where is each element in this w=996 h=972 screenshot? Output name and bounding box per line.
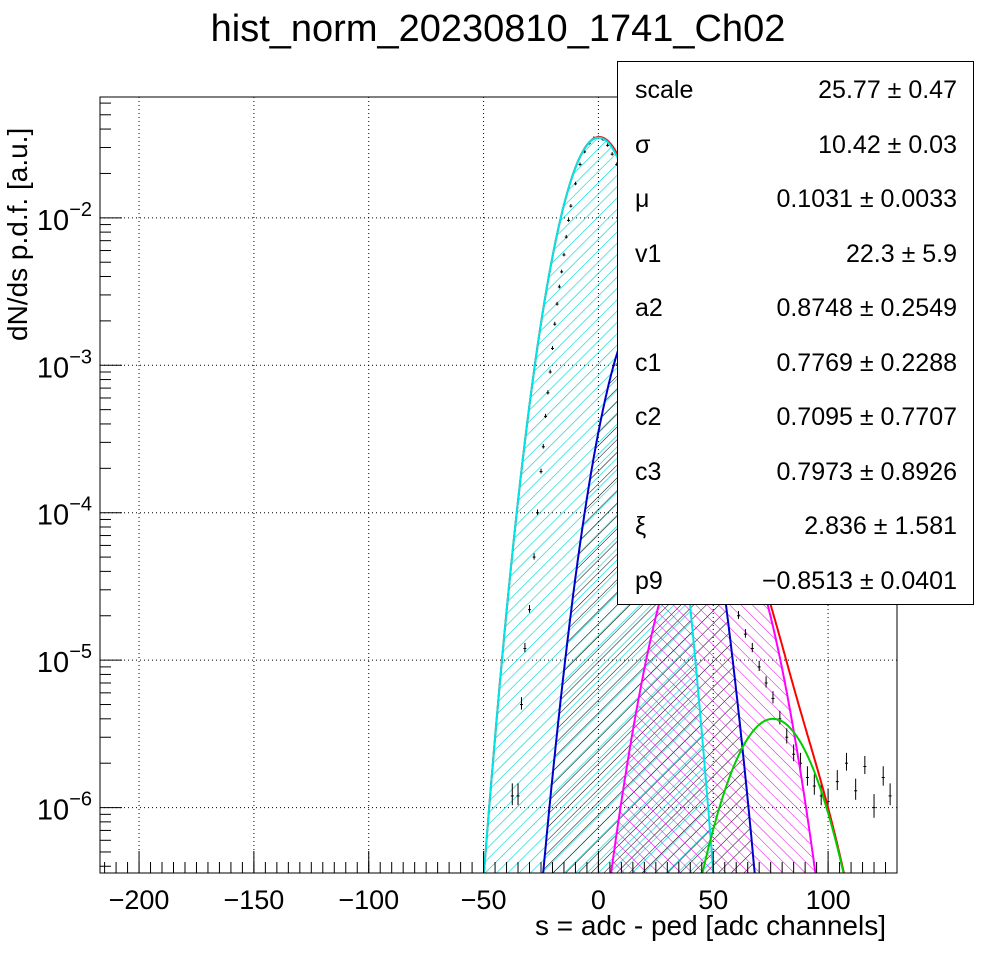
stats-value: 25.77 ± 0.47 [818, 76, 957, 104]
data-point [532, 553, 536, 560]
data-point [569, 204, 573, 208]
stats-value: 0.8748 ± 0.2549 [776, 294, 957, 322]
data-point [764, 676, 768, 688]
tick-labels: −200 −150 −100 −50 0 50 100 10−6 10−5 10−4 10−3 10−… [37, 199, 851, 915]
stats-row: p9 −0.8513 ± 0.0401 [618, 561, 973, 601]
data-point [835, 770, 839, 791]
component-fill [611, 498, 816, 873]
x-tick-label: −150 [223, 885, 284, 915]
data-point [606, 143, 610, 147]
stats-key: c2 [635, 403, 662, 431]
y-tick-label: 10−6 [37, 789, 92, 827]
y-tick-label: 10−4 [37, 494, 92, 532]
data-point [557, 284, 561, 289]
data-point [737, 610, 741, 619]
data-point [785, 728, 789, 744]
data-point [555, 301, 559, 306]
data-point [523, 642, 527, 653]
stats-key: v1 [635, 239, 662, 268]
x-axis-label: s = adc - ped [adc channels] [535, 910, 886, 941]
stats-key: scale [635, 76, 694, 104]
data-point [743, 629, 747, 638]
data-point [546, 390, 550, 395]
stats-value: 2.836 ± 1.581 [804, 512, 957, 540]
data-point [771, 691, 775, 704]
y-axis-label: dN/ds p.d.f. [a.u.] [2, 127, 33, 341]
stats-value: 0.7095 ± 0.7707 [776, 403, 957, 431]
stats-row: v1 22.3 ± 5.9 [618, 234, 973, 274]
data-point [567, 218, 571, 222]
data-point [564, 234, 568, 239]
stats-value: 0.1031 ± 0.0033 [776, 185, 957, 213]
data-point [844, 752, 848, 771]
stats-row: scale 25.77 ± 0.47 [618, 70, 973, 110]
data-point [750, 642, 754, 653]
component-curve [701, 717, 845, 873]
data-point [510, 783, 514, 806]
data-point [610, 152, 614, 156]
stats-row: c2 0.7095 ± 0.7707 [618, 397, 973, 437]
data-point [863, 755, 867, 775]
x-tick-label: −50 [461, 885, 507, 915]
stats-value: 0.7769 ± 0.2288 [776, 348, 957, 377]
x-tick-label: −200 [109, 885, 170, 915]
data-point [812, 774, 816, 795]
stats-key: σ [635, 130, 651, 159]
data-point [578, 162, 582, 166]
data-point [888, 783, 892, 806]
data-point [544, 413, 548, 419]
stats-row: c1 0.7769 ± 0.2288 [618, 343, 973, 383]
stats-row: c3 0.7973 ± 0.8926 [618, 452, 973, 492]
y-tick-label: 10−3 [37, 346, 92, 384]
y-tick-label: 10−5 [37, 641, 92, 679]
data-point [881, 766, 885, 786]
y-tick-label: 10−2 [37, 199, 92, 237]
data-point [536, 509, 540, 515]
data-point [560, 269, 564, 274]
stats-key: c3 [635, 457, 662, 486]
data-point [516, 783, 520, 806]
x-tick-label: 50 [698, 885, 728, 915]
data-point [528, 605, 532, 613]
data-point [541, 444, 545, 449]
data-point [550, 346, 554, 350]
stats-row: σ 10.42 ± 0.03 [618, 125, 973, 165]
data-point [792, 744, 796, 762]
data-point [872, 794, 876, 818]
fit-parameters-box: scale 25.77 ± 0.47 σ 10.42 ± 0.03 μ 0.1031 ± … [617, 61, 974, 605]
chart-title: hist_norm_20230810_1741_Ch02 [210, 8, 786, 50]
stats-row: μ 0.1031 ± 0.0033 [618, 179, 973, 219]
data-point [553, 321, 557, 326]
x-tick-label: −100 [338, 885, 399, 915]
stats-key: p9 [635, 566, 663, 595]
stats-value: 0.7973 ± 0.8926 [776, 457, 957, 486]
data-point [854, 778, 858, 800]
data-point [573, 181, 577, 186]
data-point [805, 766, 809, 786]
data-point [519, 697, 523, 710]
stats-row: a2 0.8748 ± 0.2549 [618, 288, 973, 328]
stats-key: μ [635, 185, 650, 213]
axis-ticks [100, 102, 898, 873]
stats-key: a2 [635, 294, 663, 322]
stats-value: 22.3 ± 5.9 [845, 239, 957, 268]
data-point [757, 660, 761, 672]
stats-value: −0.8513 ± 0.0401 [761, 566, 957, 595]
stats-key: c1 [635, 348, 662, 377]
stats-row: ξ 2.836 ± 1.581 [618, 506, 973, 546]
x-tick-label: 0 [591, 885, 606, 915]
stats-key: ξ [635, 512, 647, 540]
data-point [539, 468, 543, 474]
data-points [510, 135, 892, 818]
data-point [548, 369, 552, 374]
stats-value: 10.42 ± 0.03 [818, 130, 957, 159]
x-tick-label: 100 [806, 885, 851, 915]
data-point [562, 252, 566, 257]
